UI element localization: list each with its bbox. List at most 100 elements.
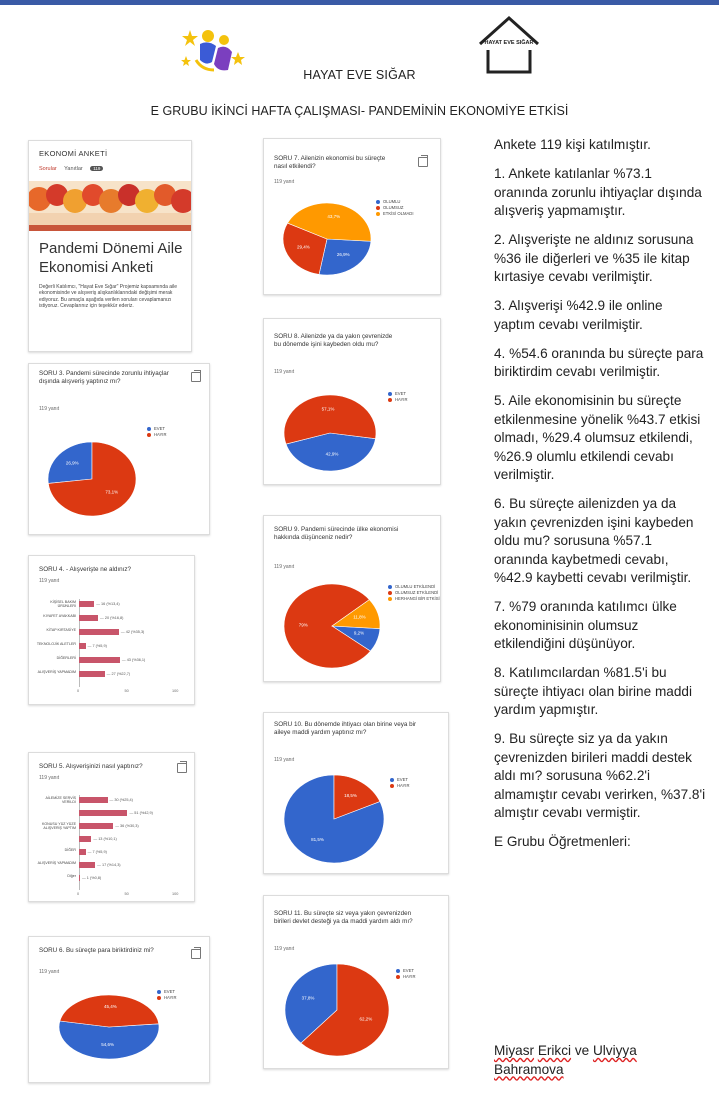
legend-dot-icon [390, 777, 394, 782]
top-border [0, 0, 719, 5]
legend-label: OLUMLU [383, 199, 401, 204]
legend-dot-icon [388, 391, 392, 396]
bar [79, 671, 105, 677]
q8-card: SORU 8. Ailenizde ya da yakın çevrenizde… [263, 318, 441, 485]
q9-legend-item: HERHANGİ BİR ETKİSİ OLMADI [388, 596, 440, 602]
summary-intro: Ankete 119 kişi katılmıştır. [494, 137, 651, 152]
legend-label: HAYIR [395, 397, 408, 402]
bar-category-label: TEKNOLOJİK ALETLER [36, 642, 76, 646]
q11-slice-0 [284, 963, 338, 1044]
q9-legend-item: OLUMSUZ ETKİLENDİ [388, 590, 438, 596]
bar [79, 849, 86, 855]
legend-label: HAYIR [154, 432, 167, 437]
legend-label: EVET [154, 426, 165, 431]
q8-pie-chart: 42,9% 57,1% [283, 394, 377, 472]
legend-label: HAYIR [164, 995, 177, 1000]
bar-value-label: — 36 (%30,3) [115, 824, 139, 828]
bar-category-label: ALIŞVERİŞ YAPMADIM [37, 670, 76, 674]
q6-legend: EVET HAYIR [157, 989, 177, 1001]
bar [79, 601, 95, 607]
survey-header-card: EKONOMİ ANKETİ Sorular Yanıtlar 119 Pand… [28, 140, 192, 352]
q4-bar-chart: KİŞİSEL BAKIM ÜRÜNLERİ — 16 (%13,4) KIYAFE… [29, 556, 194, 704]
q9-legend: OLUMLU ETKİLENDİ OLUMSUZ ETKİLENDİ HERHANG… [388, 584, 440, 602]
q7-slice-1 [282, 222, 328, 275]
q3-count: 119 yanıt [39, 406, 60, 412]
q11-title: SORU 11. Bu süreçte siz veya yakın çevre… [274, 910, 413, 925]
legend-dot-icon [388, 590, 392, 595]
q3-pie-chart: 26,9% 73,1% [47, 441, 137, 517]
q6-title: SORU 6. Bu süreçte para biriktirdiniz mi… [39, 947, 154, 954]
autumn-trees-banner [29, 181, 191, 231]
bar [79, 875, 80, 881]
q6-legend-item: HAYIR [157, 995, 177, 1001]
summary-text: Ankete 119 kişi katılmıştır. 1. Ankete k… [494, 136, 706, 862]
q9-slice-label-0: 9,2% [354, 631, 364, 636]
logo-text: HAYAT EVE SIĞAR [484, 40, 534, 46]
q11-legend-item: HAYIR [396, 974, 416, 980]
q6-legend-item: EVET [157, 989, 177, 995]
legend-dot-icon [396, 974, 400, 979]
summary-item-2: 2. Alışverişte ne aldınız sorusuna %36 i… [494, 232, 694, 284]
legend-label: OLUMSUZ ETKİLENDİ [395, 590, 439, 595]
copy-icon[interactable] [418, 155, 428, 167]
site-name: HAYAT EVE SIĞAR [303, 68, 416, 82]
tab-responses[interactable]: Yanıtlar [64, 166, 83, 172]
q8-title: SORU 8. Ailenizde ya da yakın çevrenizde… [274, 333, 393, 348]
survey-title: Pandemi Dönemi Aile Ekonomisi Anketi [39, 240, 183, 276]
survey-tabs: Sorular Yanıtlar 119 [39, 166, 109, 172]
legend-label: EVET [395, 391, 406, 396]
copy-icon[interactable] [191, 947, 201, 959]
q8-slice-label-1: 57,1% [322, 406, 335, 411]
project-logo-children [181, 30, 245, 72]
q11-slice-label-1: 62,2% [360, 1016, 373, 1021]
axis-tick-label: 100 [172, 892, 179, 896]
q3-slice-0 [47, 441, 93, 484]
legend-dot-icon [396, 968, 400, 973]
q7-slice-0 [318, 238, 372, 276]
bar [79, 797, 108, 803]
axis-tick-label: 100 [172, 689, 179, 693]
summary-item-1: 1. Ankete katılanlar %73.1 oranında zoru… [494, 166, 702, 218]
legend-label: HAYIR [403, 974, 416, 979]
legend-dot-icon [388, 397, 392, 402]
copy-icon[interactable] [177, 761, 187, 773]
q7-pie-chart: 26,9% 29,4% 43,7% [282, 202, 372, 276]
axis-tick-label: 50 [124, 892, 129, 896]
survey-description: Değerli Katılımcı, "Hayat Eve Sığar" Pro… [39, 284, 178, 309]
legend-label: HERHANGİ BİR ETKİSİ OLMADI [395, 596, 440, 601]
q9-card: SORU 9. Pandemi sürecinde ülke ekonomisi… [263, 515, 441, 682]
q11-legend-item: EVET [396, 968, 416, 974]
copy-icon[interactable] [191, 370, 201, 382]
q8-legend: EVET HAYIR [388, 391, 408, 403]
q11-card: SORU 11. Bu süreçte siz veya yakın çevre… [263, 895, 449, 1069]
page-title: E GRUBU İKİNCİ HAFTA ÇALIŞMASI- PANDEMİN… [150, 104, 569, 118]
q7-legend-item: OLUMLU [376, 199, 413, 205]
legend-label: ETKİSİ OLMADI [383, 211, 414, 216]
legend-dot-icon [388, 584, 392, 589]
q3-legend-item: EVET [147, 426, 167, 432]
hayat-eve-sigar-logo: HAYAT EVE SIĞAR [470, 14, 548, 76]
q10-legend-item: HAYIR [390, 783, 410, 789]
summary-item-5: 5. Aile ekonomisinin bu süreçte etkilenm… [494, 393, 701, 482]
name-connector: ve [574, 1043, 590, 1058]
bar [79, 643, 86, 649]
bar-category-label: KONUSU YÜZ YÜZE ALIŞVERİŞ YAPTIM [41, 822, 76, 830]
bar-value-label: — 16 (%13,4) [96, 602, 120, 606]
bar-value-label: — 20 (%16,8) [100, 616, 124, 620]
q7-legend-item: ETKİSİ OLMADI [376, 211, 413, 217]
q10-title: SORU 10. Bu dönemde ihtiyacı olan birine… [274, 721, 417, 736]
q6-slice-label-1: 45,4% [104, 1004, 117, 1009]
q9-legend-item: OLUMLU ETKİLENDİ [388, 584, 435, 590]
q10-slice-1 [333, 774, 381, 820]
q9-slice-label-1: 79% [299, 622, 308, 627]
legend-dot-icon [388, 596, 392, 601]
tab-questions[interactable]: Sorular [39, 166, 57, 172]
bar-value-label: — 42 (%35,3) [120, 630, 145, 634]
q7-slice-2 [287, 202, 372, 242]
bar-category-label: AİLEMİZE SERVİS VERİLDİ [45, 796, 77, 804]
q6-slice-0 [58, 1020, 160, 1060]
legend-dot-icon [390, 783, 394, 788]
legend-dot-icon [376, 199, 380, 204]
q11-slice-label-0: 37,8% [302, 996, 315, 1001]
q10-slice-label-0: 81,5% [311, 837, 324, 842]
